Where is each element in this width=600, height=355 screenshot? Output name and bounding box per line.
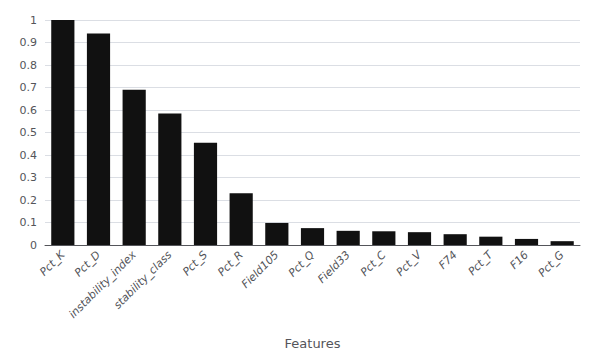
svg-text:instability_index: instability_index — [66, 248, 139, 321]
svg-text:stability_class: stability_class — [111, 248, 174, 311]
svg-text:0.5: 0.5 — [20, 126, 38, 139]
svg-text:0.9: 0.9 — [20, 36, 38, 49]
svg-text:0.7: 0.7 — [20, 81, 38, 94]
svg-text:0.8: 0.8 — [20, 59, 38, 72]
svg-text:F74: F74 — [436, 248, 460, 272]
svg-text:0: 0 — [30, 239, 37, 252]
svg-text:Pct_Q: Pct_Q — [286, 248, 317, 279]
svg-text:Field105: Field105 — [239, 248, 282, 291]
svg-text:Field33: Field33 — [315, 248, 353, 286]
svg-text:Features: Features — [285, 336, 341, 351]
svg-text:Pct_D: Pct_D — [72, 248, 103, 279]
svg-text:F16: F16 — [508, 248, 532, 272]
svg-text:1: 1 — [30, 14, 37, 27]
svg-text:0.4: 0.4 — [20, 149, 38, 162]
svg-text:Pct_C: Pct_C — [358, 248, 389, 279]
svg-text:Pct_V: Pct_V — [394, 247, 425, 278]
svg-text:0.3: 0.3 — [20, 171, 38, 184]
svg-text:0.1: 0.1 — [20, 216, 38, 229]
svg-text:Pct_R: Pct_R — [215, 248, 245, 278]
svg-text:Pct_K: Pct_K — [37, 248, 68, 279]
svg-text:Pct_G: Pct_G — [536, 248, 567, 279]
svg-text:Pct_T: Pct_T — [466, 248, 497, 279]
svg-text:0.2: 0.2 — [20, 194, 38, 207]
svg-text:Pct_S: Pct_S — [180, 248, 210, 278]
svg-text:0.6: 0.6 — [20, 104, 38, 117]
